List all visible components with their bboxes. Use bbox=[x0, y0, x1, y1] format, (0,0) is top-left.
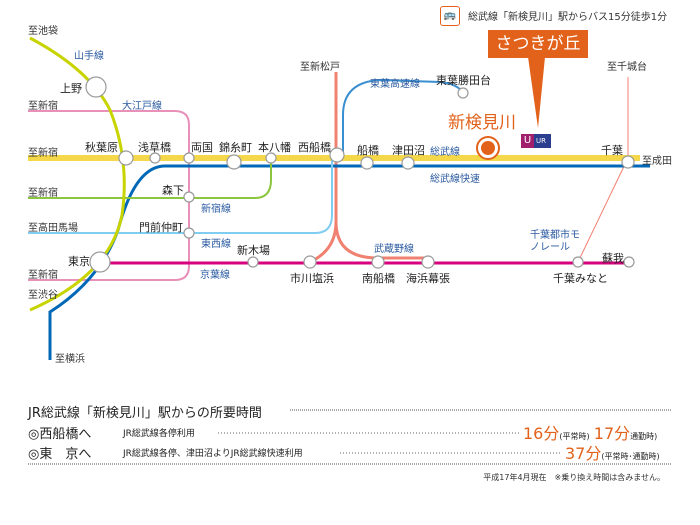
line-label-monorail: 千葉都市モノレール bbox=[530, 230, 580, 253]
destination: ◎東 京へ bbox=[28, 447, 92, 462]
dir-ikebukuro: 至池袋 bbox=[28, 26, 58, 37]
station-kinshicho: 錦糸町 bbox=[219, 141, 252, 154]
callout-satsukigaoka: さつきが丘 bbox=[488, 30, 588, 58]
note-normal: (平常時) bbox=[559, 432, 590, 441]
line-label-keiyo: 京葉線 bbox=[200, 270, 230, 281]
line-label-toyo: 東葉高速線 bbox=[370, 79, 420, 90]
route: JR総武線各停利用 bbox=[123, 429, 195, 439]
line-label-yamanote: 山手線 bbox=[74, 51, 104, 62]
station-funabashi: 船橋 bbox=[357, 144, 379, 157]
station-akihabara-marker bbox=[118, 150, 134, 166]
station-morishita: 森下 bbox=[162, 184, 184, 197]
line-label-tozai: 東西線 bbox=[201, 239, 231, 250]
station-asakusabashi: 浅草橋 bbox=[138, 141, 171, 154]
dir-narita: 至成田 bbox=[642, 156, 672, 167]
line-label-sobu-rapid: 総武線快速 bbox=[430, 174, 480, 185]
line-label-musashino: 武蔵野線 bbox=[374, 244, 414, 255]
destination: ◎西船橋へ bbox=[28, 427, 92, 442]
line-label-shinjuku: 新宿線 bbox=[201, 204, 231, 215]
station-chiba: 千葉 bbox=[601, 144, 623, 157]
station-kaihinmakuhari: 海浜幕張 bbox=[406, 272, 450, 285]
time-normal: 16分 bbox=[523, 424, 560, 443]
station-shinkiba-marker bbox=[247, 256, 259, 268]
time-rush: 17分 bbox=[593, 424, 631, 443]
station-motoyawata-marker bbox=[265, 152, 277, 164]
note-rush: 通勤時) bbox=[630, 432, 658, 441]
station-kinshicho-marker bbox=[226, 154, 242, 170]
station-motoyawata: 本八幡 bbox=[258, 141, 291, 154]
station-soga-marker bbox=[623, 256, 635, 268]
monorail-line bbox=[577, 77, 629, 263]
line-label-oedo: 大江戸線 bbox=[122, 101, 162, 112]
station-ryogoku: 両国 bbox=[191, 141, 213, 154]
dir-shinjuku-oedo: 至新宿 bbox=[28, 101, 58, 112]
tozai-line bbox=[28, 157, 333, 234]
station-monzennakacho-marker bbox=[183, 227, 195, 239]
dir-shinmatsudo: 至新松戸 bbox=[300, 62, 340, 73]
ur-logo: U UR bbox=[521, 134, 551, 148]
travel-row-tokyo: ◎東 京へ JR総武線各停、津田沼よりJR総武線快速利用 37分(平常時･通勤時… bbox=[28, 443, 678, 463]
footnote: 平成17年4月現在 ※乗り換え時間は含みません。 bbox=[483, 473, 665, 482]
shinjuku-line bbox=[28, 157, 272, 199]
station-toyokatsutadai-marker bbox=[457, 87, 469, 99]
station-toyokatsutadai: 東葉勝田台 bbox=[436, 74, 491, 87]
station-nishifunabashi-marker bbox=[329, 147, 345, 163]
station-shinkemigawa-dot bbox=[481, 141, 495, 155]
station-minamifunabashi: 南船橋 bbox=[362, 272, 395, 285]
note: (平常時･通勤時) bbox=[601, 452, 660, 461]
station-tokyo: 東京 bbox=[68, 255, 90, 268]
dir-shibuya: 至渋谷 bbox=[28, 290, 58, 301]
station-tsudanuma-marker bbox=[401, 156, 415, 170]
station-chibaminato-marker bbox=[572, 256, 584, 268]
station-markers bbox=[85, 76, 635, 273]
station-kaihinmakuhari-marker bbox=[421, 255, 435, 269]
callout-pointer bbox=[528, 57, 545, 128]
dir-shinjuku-sobu: 至新宿 bbox=[28, 148, 58, 159]
toyo-line bbox=[342, 78, 464, 157]
bus-icon: 🚌 bbox=[440, 6, 460, 26]
station-ryogoku-marker bbox=[183, 152, 195, 164]
station-akihabara: 秋葉原 bbox=[85, 141, 118, 154]
yamanote-line bbox=[29, 36, 126, 312]
station-asakusabashi-marker bbox=[149, 152, 161, 164]
travel-row-nishifunabashi: ◎西船橋へ JR総武線各停利用 16分(平常時) 17分通勤時) bbox=[28, 423, 678, 443]
bus-note: 総武線「新検見川」駅からバス15分徒歩1分 bbox=[468, 12, 668, 23]
station-ichikawashiohama-marker bbox=[303, 255, 317, 269]
station-ueno: 上野 bbox=[60, 82, 82, 95]
hero-station-label: 新検見川 bbox=[448, 113, 516, 133]
dir-shinjuku-keiyo: 至新宿 bbox=[28, 270, 58, 281]
time: 37分 bbox=[565, 444, 602, 463]
station-minamifunabashi-marker bbox=[371, 255, 385, 269]
dir-chishirodai: 至千城台 bbox=[607, 62, 647, 73]
dir-shinjuku-shinjukuline: 至新宿 bbox=[28, 188, 58, 199]
dir-takadanobaba: 至高田馬場 bbox=[28, 223, 78, 234]
station-soga: 蘇我 bbox=[602, 252, 624, 265]
route: JR総武線各停、津田沼よりJR総武線快速利用 bbox=[123, 449, 303, 459]
station-chibaminato: 千葉みなと bbox=[553, 272, 608, 285]
dir-yokohama: 至横浜 bbox=[55, 354, 85, 365]
travel-time-title: JR総武線「新検見川」駅からの所要時間 bbox=[28, 406, 262, 421]
station-funabashi-marker bbox=[360, 156, 374, 170]
station-ueno-marker bbox=[85, 76, 107, 98]
station-shinkiba: 新木場 bbox=[237, 244, 270, 257]
station-ichikawashiohama: 市川塩浜 bbox=[290, 272, 334, 285]
station-tokyo-marker bbox=[89, 251, 111, 273]
station-monzennakacho: 門前仲町 bbox=[139, 221, 183, 234]
station-nishifunabashi: 西船橋 bbox=[298, 141, 331, 154]
line-label-sobu: 総武線 bbox=[430, 147, 460, 158]
station-tsudanuma: 津田沼 bbox=[392, 144, 425, 157]
station-chiba-marker bbox=[621, 155, 635, 169]
station-morishita-marker bbox=[183, 191, 195, 203]
